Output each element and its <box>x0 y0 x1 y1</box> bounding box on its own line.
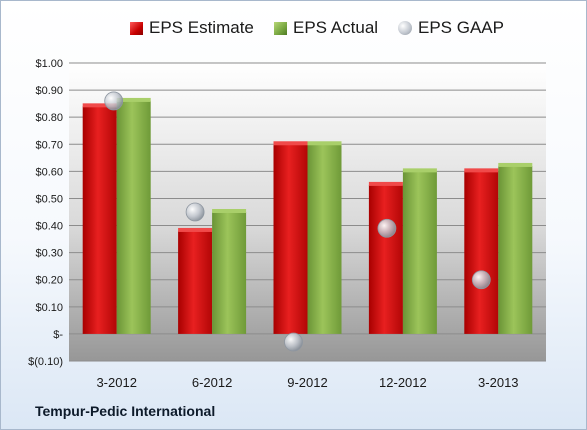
bar-eps-estimate <box>178 230 213 334</box>
y-tick-label: $0.10 <box>35 302 63 314</box>
bar-eps-actual-cap <box>212 209 247 213</box>
bar-eps-estimate <box>82 106 117 334</box>
marker-eps-gaap <box>185 202 205 222</box>
x-tick-label: 3-2012 <box>96 375 136 390</box>
bar-eps-actual <box>498 165 533 334</box>
bar-eps-actual <box>402 171 437 334</box>
bar-eps-actual-cap <box>307 141 342 146</box>
y-tick-label: $0.50 <box>35 193 63 205</box>
marker-eps-gaap <box>284 332 303 352</box>
bar-eps-actual-cap <box>498 162 533 167</box>
bar-eps-actual-cap <box>402 168 437 173</box>
x-axis-ticks: 3-2012 6-2012 9-2012 12-2012 3-2013 <box>96 375 518 390</box>
y-tick-label: $0.90 <box>35 85 63 97</box>
bar-eps-estimate <box>464 171 499 334</box>
x-tick-label: 3-2013 <box>478 375 518 390</box>
bar-eps-actual <box>116 100 151 334</box>
company-name: Tempur-Pedic International <box>35 403 216 419</box>
gaap-markers <box>104 91 491 352</box>
x-tick-label: 12-2012 <box>379 375 427 390</box>
bar-eps-estimate-cap <box>368 181 403 186</box>
y-tick-label: $- <box>53 329 63 341</box>
bar-eps-estimate-cap <box>82 103 117 108</box>
y-tick-label: $0.40 <box>35 221 63 233</box>
bars <box>82 97 533 334</box>
y-tick-label: $0.80 <box>35 112 63 124</box>
x-tick-label: 9-2012 <box>287 375 327 390</box>
bar-eps-estimate-cap <box>464 168 499 173</box>
y-tick-label: $0.70 <box>35 139 63 151</box>
marker-eps-gaap <box>104 91 124 111</box>
chart-legend: EPS Estimate EPS Actual EPS GAAP <box>1 18 586 42</box>
legend-item-actual: EPS Actual <box>274 18 378 38</box>
legend-label-actual: EPS Actual <box>293 18 379 37</box>
legend-label-estimate: EPS Estimate <box>149 18 254 37</box>
legend-item-gaap: EPS GAAP <box>398 18 504 38</box>
bar-eps-estimate <box>273 144 308 334</box>
bar-eps-actual <box>212 212 247 334</box>
legend-item-estimate: EPS Estimate <box>130 18 254 38</box>
legend-swatch-gaap <box>398 21 412 35</box>
x-tick-label: 6-2012 <box>192 375 232 390</box>
y-tick-label: $0.20 <box>35 275 63 287</box>
legend-swatch-actual <box>274 21 287 35</box>
bar-eps-estimate-cap <box>273 141 308 146</box>
bar-eps-actual-cap <box>116 97 151 102</box>
bar-eps-estimate-cap <box>178 227 213 232</box>
bar-eps-estimate <box>368 184 403 334</box>
bar-eps-actual <box>307 144 342 334</box>
y-tick-label: $0.30 <box>35 248 63 260</box>
marker-eps-gaap <box>471 270 491 290</box>
marker-eps-gaap <box>377 218 397 238</box>
y-tick-label: $1.00 <box>35 58 63 70</box>
y-tick-label: $0.60 <box>35 166 63 178</box>
y-tick-label: $(0.10) <box>28 356 63 368</box>
legend-swatch-estimate <box>130 21 143 35</box>
legend-label-gaap: EPS GAAP <box>418 18 504 37</box>
y-axis-ticks: $1.00 $0.90 $0.80 $0.70 $0.60 $0.50 $0.40 $0.30… <box>28 58 63 368</box>
